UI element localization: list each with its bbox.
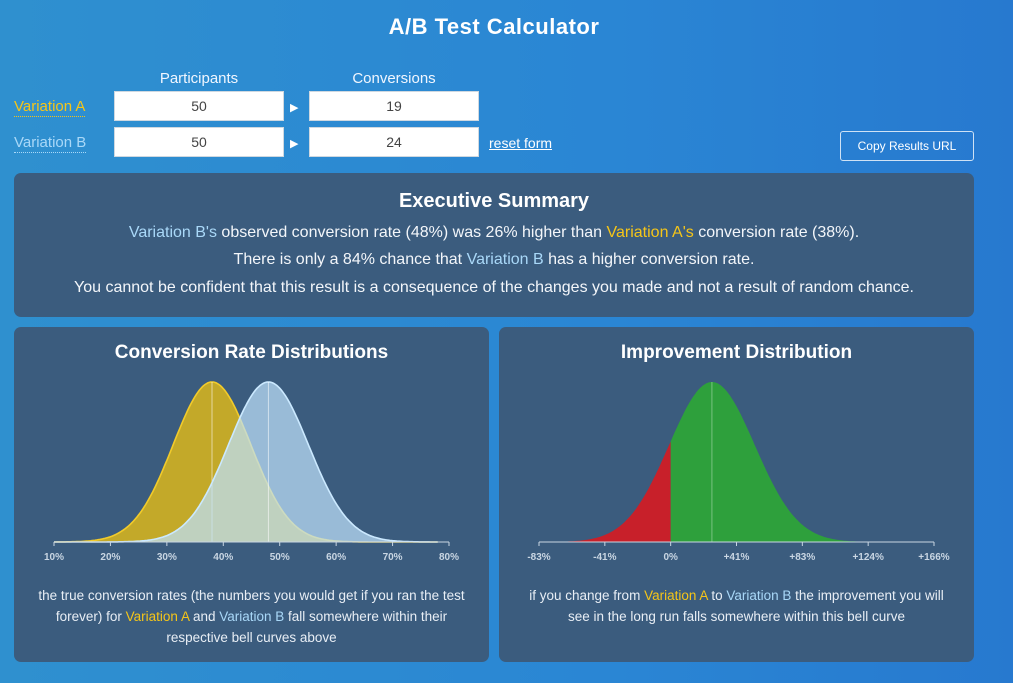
series-area-variation-b <box>54 382 438 542</box>
improvement-title: Improvement Distribution <box>620 342 853 363</box>
negative-improvement-area <box>539 441 671 542</box>
x-tick-label: -83% <box>527 552 550 563</box>
x-tick-label: 0% <box>663 552 678 563</box>
conversion-rate-caption: the true conversion rates (the numbers y… <box>34 585 469 648</box>
summary-text: conversion rate (38%). <box>693 224 860 241</box>
x-tick-label: 10% <box>44 552 64 563</box>
improvement-caption: if you change from Variation A to Variat… <box>519 585 954 627</box>
improvement-panel: Improvement Distribution -83% -41% 0% +41% +… <box>499 327 974 662</box>
conversion-rate-chart: 10% 20% 30% 40% 50% 60% 70% 80% <box>44 381 459 563</box>
caption-text: and <box>189 609 220 624</box>
variation-b-ref: Variation B <box>466 251 544 268</box>
participants-header: Participants <box>159 70 239 87</box>
x-tick-label: +83% <box>789 552 815 563</box>
caption-text: if you change from <box>529 588 645 603</box>
variation-b-participants-input[interactable] <box>114 127 284 157</box>
x-tick-label: -41% <box>593 552 616 563</box>
arrow-right-icon: ▶ <box>290 138 299 150</box>
caption-text: to <box>707 588 727 603</box>
positive-improvement-area <box>670 382 934 542</box>
improvement-chart: -83% -41% 0% +41% +83% +124% +166% <box>527 382 950 563</box>
caption-text: the true conversion rates (the numbers y… <box>38 588 465 624</box>
x-tick-label: 50% <box>270 552 290 563</box>
x-tick-label: 20% <box>100 552 120 563</box>
summary-text: observed conversion rate (48%) was 26% h… <box>216 224 607 241</box>
summary-line-1: Variation B's observed conversion rate (… <box>14 224 974 242</box>
page-title: A/B Test Calculator <box>388 14 600 39</box>
copy-results-url-button[interactable]: Copy Results URL <box>840 131 974 161</box>
reset-form-link[interactable]: reset form <box>489 135 553 151</box>
x-tick-label: +124% <box>852 552 884 563</box>
variation-a-label: Variation A <box>14 98 86 117</box>
variation-a-ref: Variation A <box>125 609 190 624</box>
variation-b-conversions-input[interactable] <box>309 127 479 157</box>
x-tick-label: 70% <box>383 552 403 563</box>
executive-summary-panel: Executive Summary Variation B's observed… <box>14 173 974 317</box>
x-tick-label: 60% <box>326 552 346 563</box>
conversion-rate-panel: Conversion Rate Distributions 10% 20% 30% 4… <box>14 327 489 662</box>
variation-a-ref: Variation A's <box>606 224 694 241</box>
x-tick-label: +166% <box>918 552 950 563</box>
variation-b-ref: Variation B <box>726 588 792 603</box>
conversions-header: Conversions <box>352 70 436 87</box>
variation-b-ref: Variation B's <box>128 224 217 241</box>
x-tick-label: 30% <box>157 552 177 563</box>
caption-text: the improvement you will see in the long… <box>568 588 944 624</box>
summary-line-2: There is only a 84% chance that Variatio… <box>14 251 974 269</box>
executive-summary-heading: Executive Summary <box>398 190 590 212</box>
caption-text: fall somewhere within their respective b… <box>166 609 448 645</box>
variation-b-ref: Variation B <box>219 609 285 624</box>
x-tick-label: +41% <box>724 552 750 563</box>
summary-text: has a higher conversion rate. <box>543 251 755 268</box>
conversion-rate-title: Conversion Rate Distributions <box>114 342 389 363</box>
variation-a-ref: Variation A <box>644 588 708 603</box>
arrow-right-icon: ▶ <box>290 102 299 114</box>
variation-a-conversions-input[interactable] <box>309 91 479 121</box>
summary-line-3: You cannot be confident that this result… <box>74 279 914 296</box>
x-tick-label: 40% <box>213 552 233 563</box>
x-tick-label: 80% <box>439 552 459 563</box>
summary-text: There is only a 84% chance that <box>233 251 467 268</box>
variation-a-participants-input[interactable] <box>114 91 284 121</box>
variation-b-label: Variation B <box>14 134 87 153</box>
